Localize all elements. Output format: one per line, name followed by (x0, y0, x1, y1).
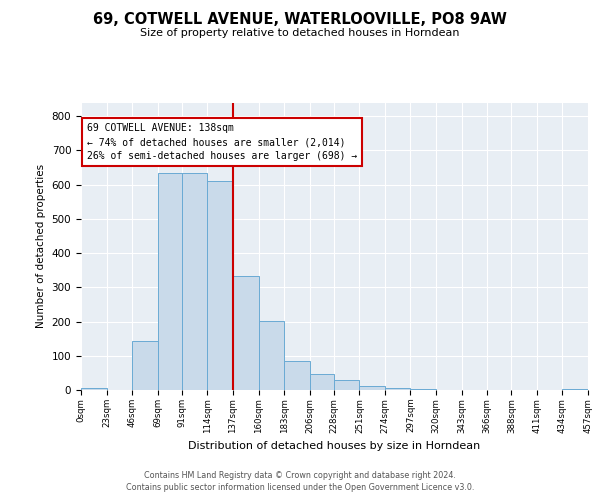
Text: 69 COTWELL AVENUE: 138sqm
← 74% of detached houses are smaller (2,014)
26% of se: 69 COTWELL AVENUE: 138sqm ← 74% of detac… (86, 123, 357, 161)
X-axis label: Distribution of detached houses by size in Horndean: Distribution of detached houses by size … (188, 441, 481, 451)
Bar (208, 181, 233, 390)
Bar (334, 380, 359, 390)
Bar (233, 276, 259, 390)
Bar (562, 389, 588, 390)
Bar (132, 341, 158, 390)
Bar (359, 386, 385, 390)
Text: Contains public sector information licensed under the Open Government Licence v3: Contains public sector information licen… (126, 484, 474, 492)
Bar (385, 388, 410, 390)
Bar (81, 388, 107, 390)
Bar (259, 321, 284, 390)
Bar (310, 374, 334, 390)
Bar (284, 361, 310, 390)
Bar (158, 172, 182, 390)
Text: 69, COTWELL AVENUE, WATERLOOVILLE, PO8 9AW: 69, COTWELL AVENUE, WATERLOOVILLE, PO8 9… (93, 12, 507, 28)
Bar (182, 174, 208, 390)
Text: Contains HM Land Registry data © Crown copyright and database right 2024.: Contains HM Land Registry data © Crown c… (144, 471, 456, 480)
Text: Size of property relative to detached houses in Horndean: Size of property relative to detached ho… (140, 28, 460, 38)
Y-axis label: Number of detached properties: Number of detached properties (36, 164, 46, 328)
